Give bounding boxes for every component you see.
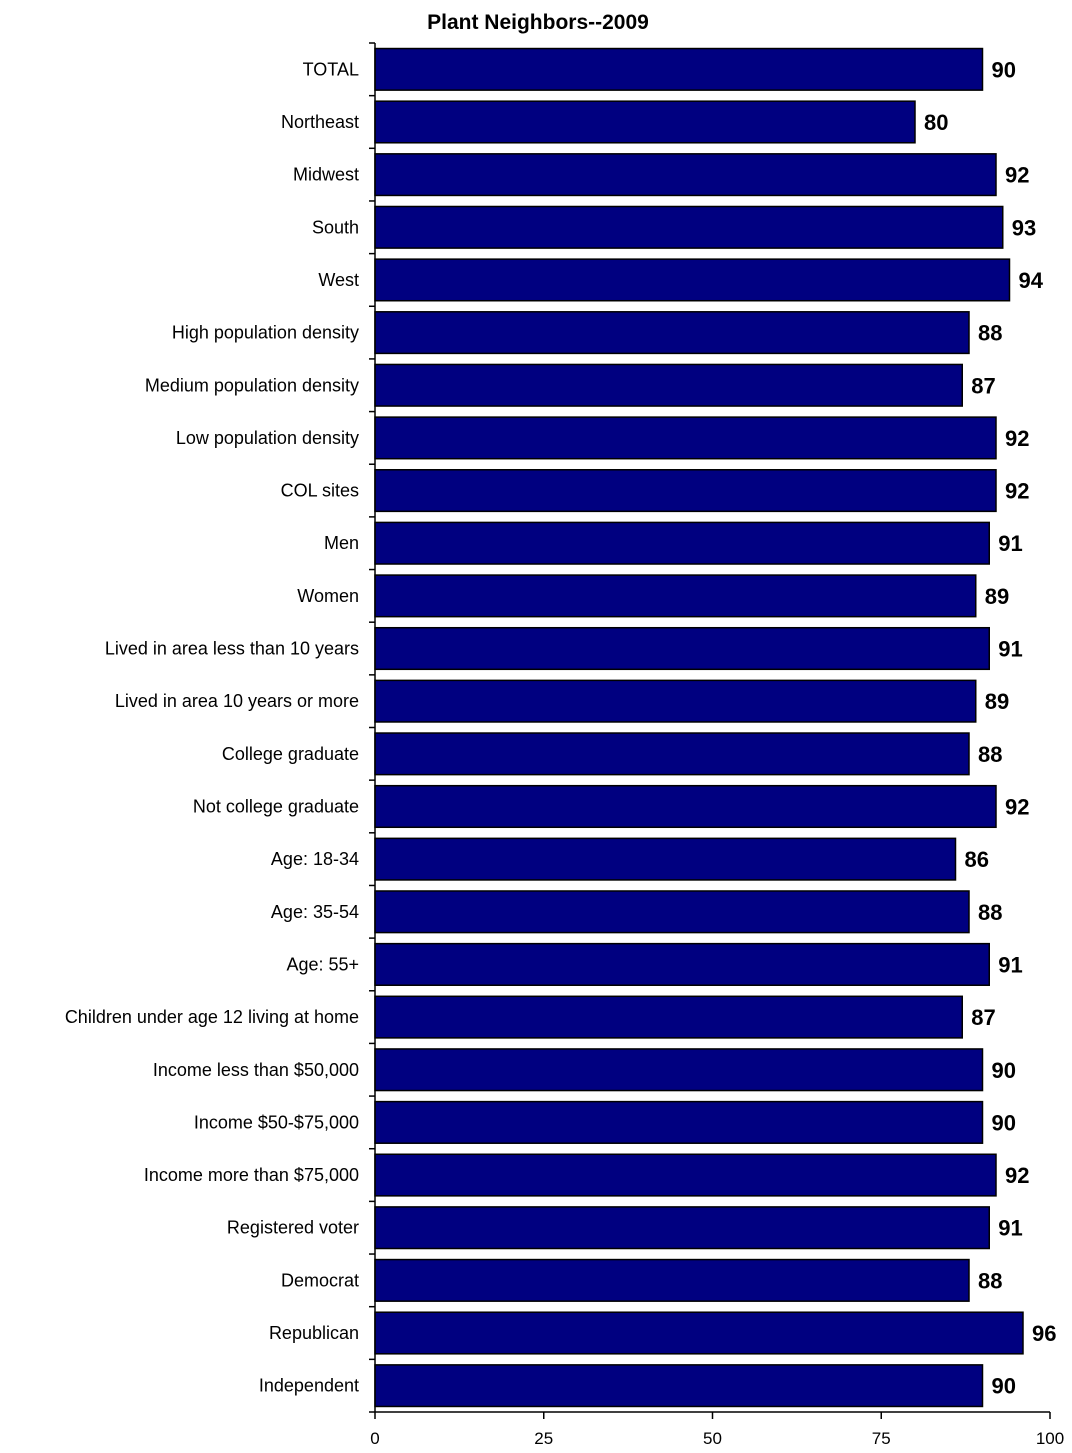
category-label: Children under age 12 living at home bbox=[65, 1007, 359, 1027]
bar bbox=[374, 1364, 984, 1408]
data-label: 90 bbox=[992, 1374, 1016, 1399]
category-label: West bbox=[318, 270, 359, 290]
category-label: Lived in area less than 10 years bbox=[105, 639, 359, 659]
data-label: 96 bbox=[1032, 1321, 1056, 1346]
bar bbox=[374, 205, 1004, 249]
bar bbox=[374, 626, 990, 671]
category-label: Women bbox=[297, 586, 359, 606]
bar bbox=[374, 153, 997, 197]
axes-group: 0 25 50 75 100 bbox=[369, 42, 1064, 1448]
category-label: Men bbox=[324, 533, 359, 553]
bar bbox=[374, 784, 997, 829]
category-label: TOTAL bbox=[303, 59, 359, 79]
bar bbox=[374, 258, 1011, 302]
data-label: 88 bbox=[978, 900, 1002, 925]
data-label: 90 bbox=[992, 57, 1016, 82]
bar bbox=[374, 1206, 990, 1250]
category-label: Low population density bbox=[176, 428, 359, 448]
bar bbox=[374, 47, 984, 91]
bar bbox=[374, 311, 970, 355]
x-tick-label: 100 bbox=[1036, 1429, 1064, 1448]
data-label: 88 bbox=[978, 1268, 1002, 1293]
x-tick-label: 0 bbox=[370, 1429, 379, 1448]
data-label: 92 bbox=[1005, 479, 1029, 504]
category-label: South bbox=[312, 217, 359, 237]
bar bbox=[374, 1048, 984, 1092]
data-label: 91 bbox=[998, 531, 1022, 556]
category-label: Registered voter bbox=[227, 1218, 359, 1238]
data-label: 89 bbox=[985, 584, 1009, 609]
x-tick-label: 75 bbox=[872, 1429, 891, 1448]
data-label: 87 bbox=[971, 1005, 995, 1030]
data-label: 92 bbox=[1005, 426, 1029, 451]
category-label: College graduate bbox=[222, 744, 359, 764]
bar bbox=[374, 1100, 984, 1144]
category-label: Independent bbox=[259, 1376, 359, 1396]
category-label: Medium population density bbox=[145, 375, 359, 395]
bar bbox=[374, 416, 997, 460]
data-label: 89 bbox=[985, 689, 1009, 714]
bar bbox=[374, 574, 977, 618]
bar bbox=[374, 942, 990, 986]
category-label: Age: 18-34 bbox=[271, 849, 359, 869]
category-labels-group: TOTAL Northeast Midwest South West High popul… bbox=[65, 59, 359, 1395]
x-tick-label: 50 bbox=[703, 1429, 722, 1448]
category-label: Midwest bbox=[293, 165, 359, 185]
bar bbox=[374, 100, 916, 144]
category-label: Income $50-$75,000 bbox=[194, 1112, 359, 1132]
bar bbox=[374, 521, 990, 565]
category-label: Income less than $50,000 bbox=[153, 1060, 359, 1080]
bar bbox=[374, 995, 963, 1039]
category-label: Age: 55+ bbox=[286, 954, 359, 974]
category-label: High population density bbox=[172, 323, 359, 343]
x-tick-label: 25 bbox=[534, 1429, 553, 1448]
category-label: Lived in area 10 years or more bbox=[115, 691, 359, 711]
data-label: 93 bbox=[1012, 215, 1036, 240]
bar bbox=[374, 1258, 970, 1302]
bar bbox=[374, 837, 957, 881]
category-label: Democrat bbox=[281, 1270, 359, 1290]
chart-title: Plant Neighbors--2009 bbox=[427, 11, 649, 34]
bar bbox=[374, 679, 977, 723]
category-label: Age: 35-54 bbox=[271, 902, 359, 922]
category-label: Income more than $75,000 bbox=[144, 1165, 359, 1185]
data-label: 88 bbox=[978, 321, 1002, 346]
data-label: 88 bbox=[978, 742, 1002, 767]
category-label: Northeast bbox=[281, 112, 359, 132]
data-label: 90 bbox=[992, 1110, 1016, 1135]
data-label: 90 bbox=[992, 1058, 1016, 1083]
data-label: 92 bbox=[1005, 794, 1029, 819]
category-label: COL sites bbox=[281, 481, 359, 501]
data-label: 86 bbox=[965, 847, 989, 872]
bar bbox=[374, 732, 970, 776]
data-label: 91 bbox=[998, 637, 1022, 662]
category-label: Republican bbox=[269, 1323, 359, 1343]
data-label: 94 bbox=[1019, 268, 1044, 293]
category-label: Not college graduate bbox=[193, 796, 359, 816]
bar bbox=[374, 890, 970, 934]
bar bbox=[374, 469, 997, 513]
data-label: 91 bbox=[998, 1216, 1022, 1241]
data-label: 80 bbox=[924, 110, 948, 135]
data-label: 91 bbox=[998, 952, 1022, 977]
data-label: 87 bbox=[971, 373, 995, 398]
bars-group bbox=[374, 47, 1024, 1408]
bar bbox=[374, 1153, 997, 1197]
bar bbox=[374, 1311, 1024, 1355]
value-labels-group: 90 80 92 93 94 88 87 92 92 91 89 91 89 88 92 86 88 91 87 90… bbox=[924, 57, 1056, 1398]
bar bbox=[374, 363, 963, 407]
data-label: 92 bbox=[1005, 1163, 1029, 1188]
data-label: 92 bbox=[1005, 163, 1029, 188]
